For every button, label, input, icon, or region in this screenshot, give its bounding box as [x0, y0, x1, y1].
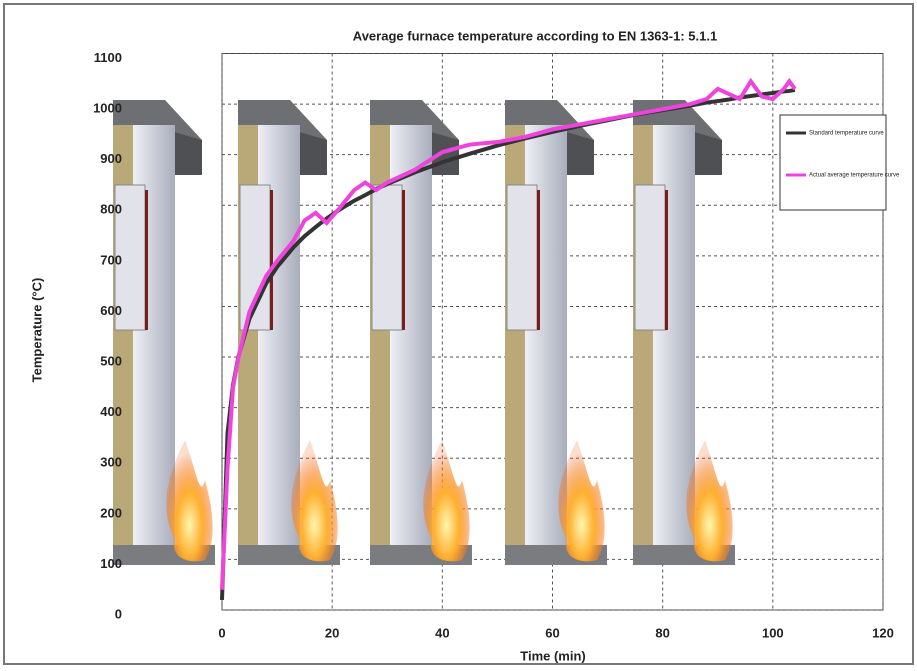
x-axis-label: Time (min) — [520, 648, 586, 663]
y-tick-label: 100 — [100, 556, 122, 571]
wall-illustration — [238, 100, 340, 565]
x-tick-label: 120 — [872, 625, 894, 640]
wall-illustration — [633, 100, 735, 565]
y-tick-label: 500 — [100, 353, 122, 368]
y-tick-label: 700 — [100, 252, 122, 267]
legend-label: Standard temperature curve — [809, 131, 884, 137]
wall-illustration — [113, 100, 215, 565]
chart: Average furnace temperature according to… — [0, 0, 917, 666]
x-tick-label: 0 — [218, 625, 225, 640]
wall-illustration — [505, 100, 607, 565]
x-tick-label: 40 — [435, 625, 449, 640]
legend-label: Actual average temperature curve — [809, 173, 900, 179]
y-axis-label: Temperature (°C) — [29, 278, 44, 383]
x-tick-label: 100 — [762, 625, 784, 640]
legend-box — [780, 115, 886, 210]
y-tick-label: 900 — [100, 151, 122, 166]
x-tick-label: 60 — [545, 625, 559, 640]
y-tick-label: 1000 — [93, 101, 122, 116]
y-tick-label: 0 — [115, 606, 122, 621]
y-tick-label: 200 — [100, 505, 122, 520]
x-tick-label: 20 — [325, 625, 339, 640]
y-tick-label: 1100 — [94, 50, 122, 65]
y-tick-label: 800 — [100, 202, 122, 217]
y-tick-label: 400 — [100, 404, 122, 419]
chart-title: Average furnace temperature according to… — [353, 28, 717, 43]
x-tick-label: 80 — [655, 625, 669, 640]
y-tick-label: 600 — [100, 303, 122, 318]
y-tick-label: 300 — [100, 455, 122, 470]
